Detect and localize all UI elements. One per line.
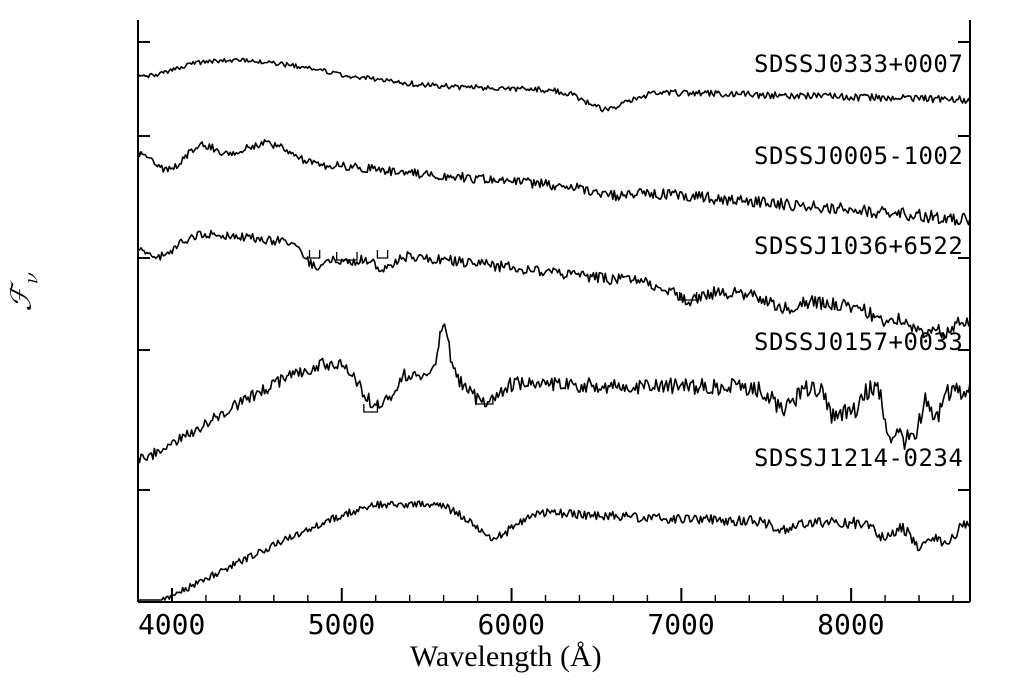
x-tick-label: 8000: [817, 608, 884, 641]
y-axis-label: ℱν: [4, 263, 45, 323]
x-axis-label: Wavelength (Å): [410, 640, 602, 674]
object-label: SDSSJ0333+0007: [754, 50, 963, 78]
object-label: SDSSJ1214-0234: [754, 444, 963, 472]
object-label: SDSSJ0005-1002: [754, 142, 963, 170]
x-tick-label: 6000: [478, 608, 545, 641]
object-label: SDSSJ1036+6522: [754, 232, 963, 260]
y-axis-label-text: ℱν: [7, 274, 37, 312]
x-axis-label-text: Wavelength (Å): [410, 640, 602, 673]
x-tick-label: 7000: [647, 608, 714, 641]
object-label: SDSSJ0157+0033: [754, 328, 963, 356]
x-tick-label: 5000: [308, 608, 375, 641]
x-tick-label: 4000: [138, 608, 205, 641]
spectrum-trace: [138, 501, 970, 600]
